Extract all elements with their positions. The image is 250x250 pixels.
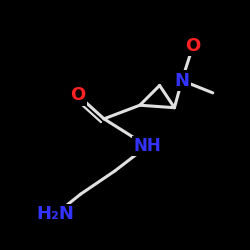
Text: NH: NH	[134, 137, 161, 155]
Text: H₂N: H₂N	[37, 205, 75, 223]
Text: N: N	[174, 72, 189, 90]
Text: O: O	[70, 86, 86, 104]
Text: O: O	[185, 37, 200, 55]
